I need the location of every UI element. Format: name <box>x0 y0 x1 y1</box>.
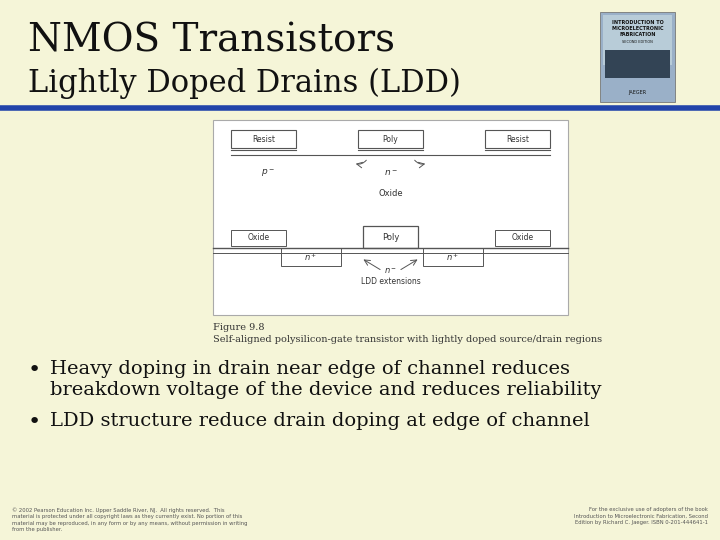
Text: Oxide: Oxide <box>511 233 534 242</box>
Bar <box>358 130 423 148</box>
Text: Self-aligned polysilicon-gate transistor with lightly doped source/drain regions: Self-aligned polysilicon-gate transistor… <box>213 335 602 344</box>
Bar <box>281 248 341 266</box>
Text: Poly: Poly <box>382 134 398 144</box>
Text: INTRODUCTION TO
MICROELECTRONIC
FABRICATION: INTRODUCTION TO MICROELECTRONIC FABRICAT… <box>611 20 664 37</box>
Text: •: • <box>28 360 41 380</box>
Bar <box>213 120 568 315</box>
Text: NMOS Transistors: NMOS Transistors <box>28 22 395 59</box>
Text: $n^-$: $n^-$ <box>384 266 397 276</box>
Bar <box>231 130 296 148</box>
Text: LDD extensions: LDD extensions <box>361 276 420 286</box>
Text: JAEGER: JAEGER <box>629 90 647 95</box>
Text: Heavy doping in drain near edge of channel reduces: Heavy doping in drain near edge of chann… <box>50 360 570 378</box>
Bar <box>603 15 672 64</box>
Text: Figure 9.8: Figure 9.8 <box>213 323 264 332</box>
Text: Poly: Poly <box>382 233 399 241</box>
Text: $p^-$: $p^-$ <box>261 167 275 179</box>
Text: Oxide: Oxide <box>378 188 402 198</box>
Bar <box>605 50 670 78</box>
Text: $n^+$: $n^+$ <box>305 251 318 263</box>
Text: Resist: Resist <box>252 134 275 144</box>
Bar <box>600 12 675 102</box>
Bar <box>423 248 483 266</box>
Bar <box>485 130 550 148</box>
Text: $n^+$: $n^+$ <box>446 251 459 263</box>
Bar <box>363 226 418 248</box>
Text: Oxide: Oxide <box>248 233 269 242</box>
Text: SECOND EDITION: SECOND EDITION <box>622 40 653 44</box>
Text: © 2002 Pearson Education Inc. Upper Saddle River, NJ.  All rights reserved.  Thi: © 2002 Pearson Education Inc. Upper Sadd… <box>12 507 248 532</box>
Bar <box>231 230 286 246</box>
Text: LDD structure reduce drain doping at edge of channel: LDD structure reduce drain doping at edg… <box>50 412 590 430</box>
Text: $n^-$: $n^-$ <box>384 168 397 178</box>
Text: •: • <box>28 412 41 432</box>
Text: Resist: Resist <box>506 134 529 144</box>
Bar <box>495 230 550 246</box>
Text: Lightly Doped Drains (LDD): Lightly Doped Drains (LDD) <box>28 68 461 99</box>
Text: breakdown voltage of the device and reduces reliability: breakdown voltage of the device and redu… <box>50 381 601 399</box>
Text: For the exclusive use of adopters of the book
Introduction to Microelectronic Fa: For the exclusive use of adopters of the… <box>574 507 708 525</box>
